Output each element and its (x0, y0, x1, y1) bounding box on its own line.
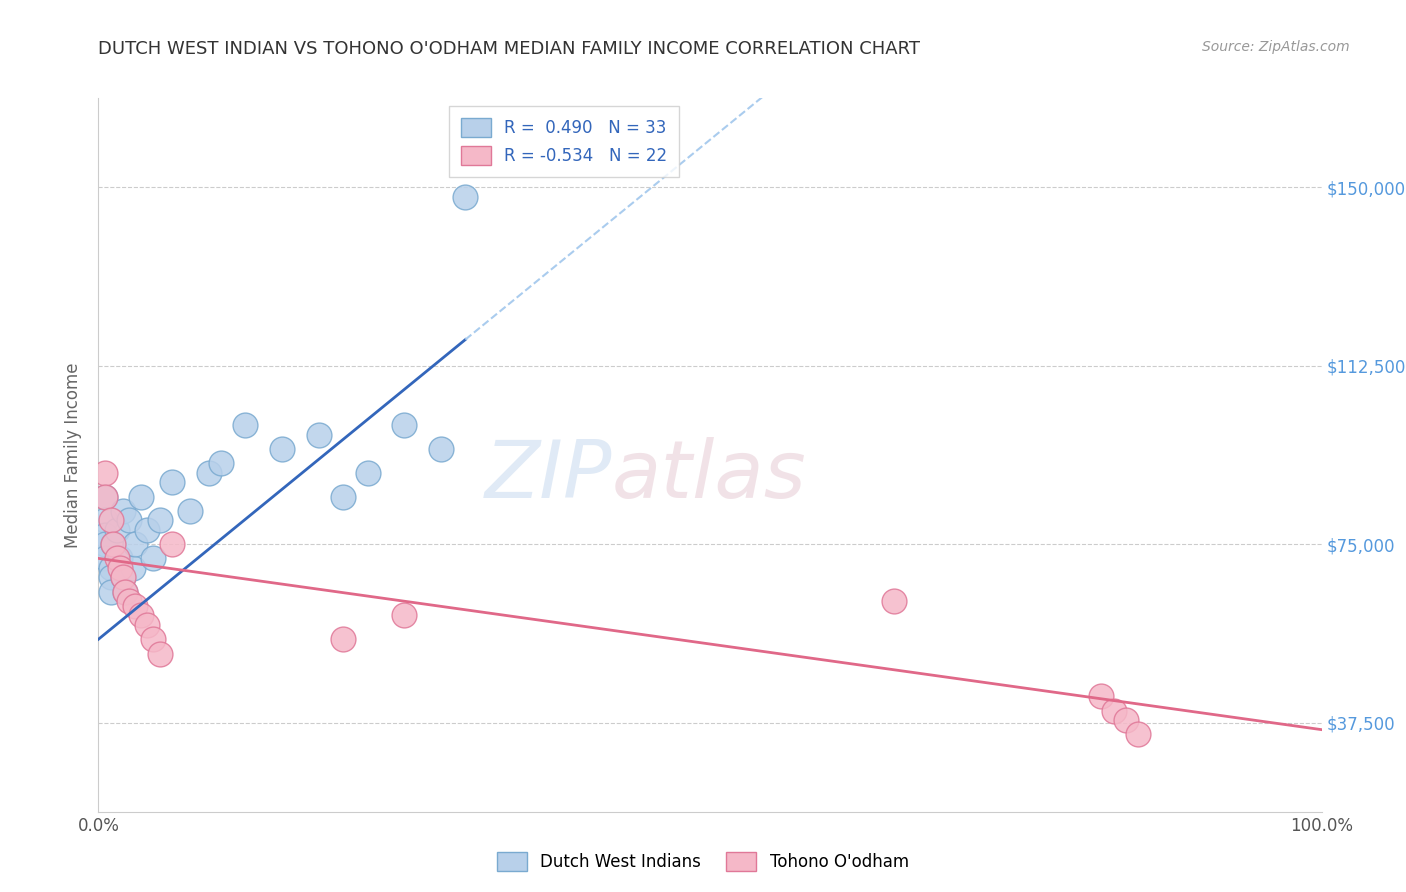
Point (179, 504, 201, 518)
Text: atlas: atlas (612, 437, 807, 516)
Point (111, 570, 134, 584)
Point (100, 513, 122, 527)
Point (100, 584, 122, 599)
Point (1115, 713, 1137, 727)
Point (136, 618, 159, 632)
Point (129, 490, 152, 504)
Point (105, 523, 128, 537)
Point (430, 442, 453, 456)
Text: ZIP: ZIP (485, 437, 612, 516)
Point (110, 551, 132, 566)
Point (332, 632, 354, 647)
Point (149, 647, 172, 661)
Point (124, 599, 146, 613)
Point (121, 561, 143, 575)
Point (233, 418, 256, 433)
Point (356, 466, 378, 480)
Y-axis label: Median Family Income: Median Family Income (65, 362, 83, 548)
Point (114, 584, 136, 599)
Point (111, 570, 134, 584)
Point (110, 561, 132, 575)
Text: Source: ZipAtlas.com: Source: ZipAtlas.com (1202, 40, 1350, 54)
Point (101, 537, 124, 551)
Point (124, 537, 146, 551)
Point (93, 490, 115, 504)
Point (114, 584, 136, 599)
Point (101, 537, 124, 551)
Point (197, 466, 219, 480)
Point (270, 442, 294, 456)
Point (93, 551, 115, 566)
Point (1102, 704, 1125, 718)
Legend: R =  0.490   N = 33, R = -0.534   N = 22: R = 0.490 N = 33, R = -0.534 N = 22 (450, 106, 679, 177)
Legend: Dutch West Indians, Tohono O'odham: Dutch West Indians, Tohono O'odham (489, 843, 917, 880)
Point (392, 418, 416, 433)
Point (454, 190, 477, 204)
Point (149, 513, 172, 527)
Point (160, 537, 183, 551)
Point (332, 490, 354, 504)
Point (142, 551, 165, 566)
Point (209, 456, 232, 470)
Point (111, 504, 134, 518)
Point (93, 527, 115, 541)
Point (142, 632, 165, 647)
Point (93, 513, 115, 527)
Point (883, 594, 905, 608)
Point (100, 570, 122, 584)
Point (392, 608, 416, 623)
Point (1128, 727, 1150, 741)
Point (129, 608, 152, 623)
Point (136, 523, 159, 537)
Point (93, 537, 115, 551)
Point (105, 551, 128, 566)
Text: DUTCH WEST INDIAN VS TOHONO O'ODHAM MEDIAN FAMILY INCOME CORRELATION CHART: DUTCH WEST INDIAN VS TOHONO O'ODHAM MEDI… (98, 40, 921, 58)
Point (308, 427, 330, 442)
Point (118, 513, 141, 527)
Point (160, 475, 183, 490)
Point (93, 466, 115, 480)
Point (93, 490, 115, 504)
Point (118, 594, 141, 608)
Point (100, 561, 122, 575)
Point (1090, 690, 1112, 704)
